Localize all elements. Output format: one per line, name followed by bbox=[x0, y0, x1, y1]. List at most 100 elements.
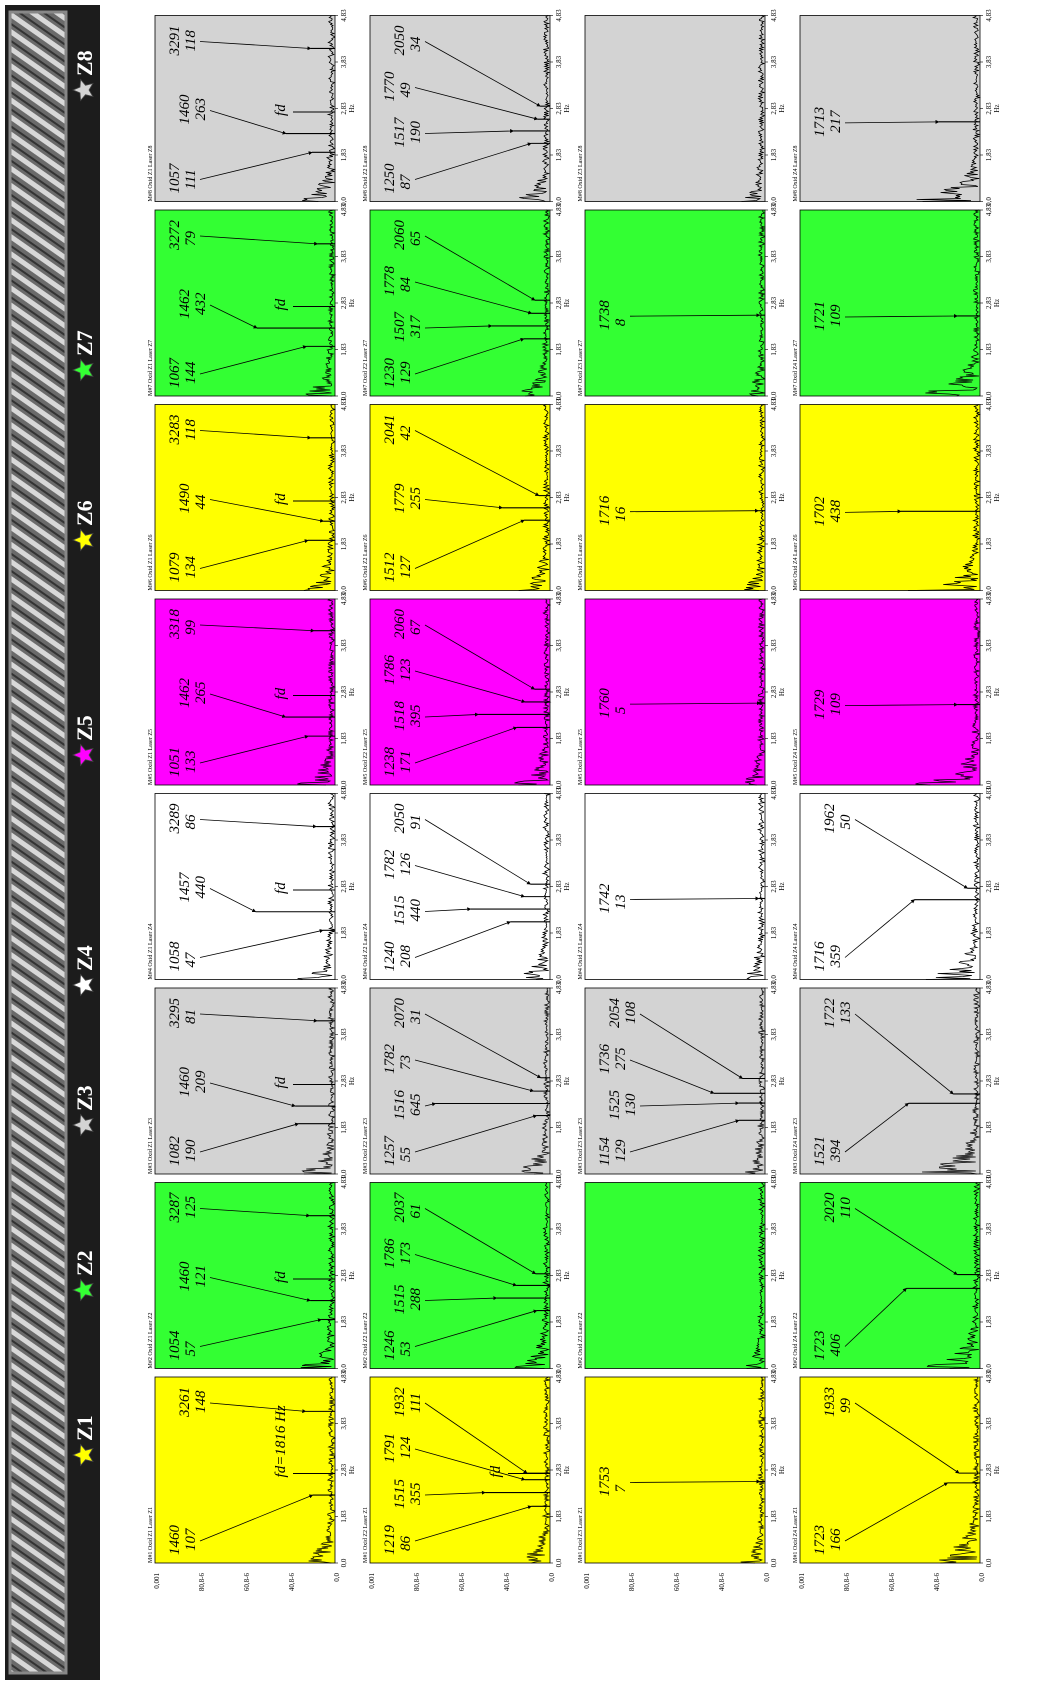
freq-tick-label: 2,83 bbox=[555, 1463, 563, 1476]
peak-amplitude: 44 bbox=[193, 494, 209, 510]
panel-title: M#3 Oxid Z1 Laser Z3 bbox=[148, 1118, 154, 1174]
freq-unit: Hz bbox=[563, 299, 571, 307]
zone-star bbox=[71, 1278, 94, 1302]
peak-amplitude: 263 bbox=[193, 98, 209, 121]
freq-tick-label: 0,0 bbox=[985, 1364, 993, 1373]
peak-frequency: 1515 bbox=[392, 895, 408, 926]
panel-title: M#1 Oxid Z1 Laser Z1 bbox=[148, 1507, 154, 1563]
peak-amplitude: 394 bbox=[828, 1139, 844, 1163]
peak-frequency: 1782 bbox=[382, 1044, 398, 1075]
freq-tick-label: 0,0 bbox=[985, 586, 993, 595]
freq-tick-label: 3,83 bbox=[770, 1028, 778, 1041]
freq-tick-label: 2,83 bbox=[340, 491, 348, 504]
peak-arrow bbox=[414, 87, 539, 121]
spectrum-trace bbox=[915, 598, 981, 786]
amp-tick-label: 0,0 bbox=[333, 1573, 341, 1582]
peak-frequency: 1778 bbox=[382, 266, 398, 297]
peak-frequency: 1729 bbox=[812, 689, 828, 720]
zone-star bbox=[71, 1443, 94, 1467]
spectrum-trace bbox=[925, 209, 981, 397]
freq-unit: Hz bbox=[993, 1466, 1001, 1474]
peak-amplitude: 265 bbox=[193, 681, 209, 704]
peak-amplitude: 440 bbox=[193, 876, 209, 899]
freq-unit: Hz bbox=[563, 1271, 571, 1279]
freq-tick-label: 2,83 bbox=[555, 491, 563, 504]
freq-tick-label: 4,83 bbox=[555, 981, 563, 994]
peak-arrow bbox=[414, 1505, 532, 1542]
peak-arrow bbox=[424, 819, 531, 885]
freq-unit: Hz bbox=[348, 104, 356, 112]
freq-tick-label: 2,83 bbox=[555, 880, 563, 893]
freq-tick-label: 1,83 bbox=[340, 343, 348, 356]
peak-arrow bbox=[199, 929, 324, 958]
freq-tick-label: 1,83 bbox=[555, 1510, 563, 1523]
spectrum-trace bbox=[297, 793, 336, 980]
freq-tick-label: 2,83 bbox=[770, 880, 778, 893]
peak-arrow bbox=[209, 1402, 307, 1414]
amp-tick-label: 0,0 bbox=[548, 1573, 556, 1582]
freq-tick-label: 4,83 bbox=[985, 981, 993, 994]
freq-tick-label: 2,83 bbox=[340, 296, 348, 309]
spectrum-trace bbox=[916, 15, 981, 202]
peak-amplitude: 406 bbox=[828, 1334, 844, 1357]
peak-amplitude: 110 bbox=[838, 1197, 854, 1219]
freq-tick-label: 3,83 bbox=[555, 639, 563, 652]
peak-amplitude: 395 bbox=[408, 704, 424, 728]
peak-frequency: 1525 bbox=[607, 1090, 623, 1121]
peak-arrow bbox=[424, 129, 515, 134]
freq-tick-label: 3,83 bbox=[340, 639, 348, 652]
peak-frequency: 3287 bbox=[167, 1191, 183, 1224]
amp-tick-label: 0,001 bbox=[153, 1573, 161, 1589]
peak-amplitude: 67 bbox=[408, 619, 424, 636]
peak-amplitude: 118 bbox=[183, 30, 199, 52]
freq-tick-label: 1,83 bbox=[985, 1315, 993, 1328]
peak-amplitude: 8 bbox=[613, 318, 629, 326]
peak-frequency: 1462 bbox=[177, 289, 193, 320]
peak-arrow bbox=[639, 1013, 744, 1079]
peak-amplitude: 645 bbox=[408, 1093, 424, 1116]
peak-amplitude: 65 bbox=[408, 231, 424, 247]
spectrum-trace bbox=[300, 1182, 336, 1369]
peak-frequency: 1079 bbox=[167, 552, 183, 583]
freq-unit: Hz bbox=[348, 1271, 356, 1279]
spectrum-trace bbox=[518, 404, 552, 591]
zone-star bbox=[71, 528, 94, 552]
freq-tick-label: 1,83 bbox=[985, 926, 993, 939]
peak-amplitude: 359 bbox=[828, 945, 844, 969]
peak-frequency: 1257 bbox=[382, 1135, 398, 1167]
peak-amplitude: 91 bbox=[408, 815, 424, 830]
freq-unit: Hz bbox=[348, 1077, 356, 1085]
peak-frequency: 1716 bbox=[597, 495, 613, 526]
peak-arrow bbox=[199, 345, 307, 375]
freq-unit: Hz bbox=[563, 882, 571, 890]
peak-frequency: 1515 bbox=[392, 1479, 408, 1510]
peak-frequency: 1760 bbox=[597, 688, 613, 719]
freq-tick-label: 0,0 bbox=[770, 1364, 778, 1373]
peak-arrow bbox=[209, 110, 287, 135]
freq-tick-label: 1,83 bbox=[985, 732, 993, 745]
freq-tick-label: 3,83 bbox=[555, 1417, 563, 1430]
peak-frequency: 1770 bbox=[382, 71, 398, 102]
peak-arrow bbox=[414, 1114, 538, 1153]
peak-arrow bbox=[199, 41, 312, 51]
freq-tick-label: 3,83 bbox=[555, 250, 563, 263]
peak-amplitude: 148 bbox=[193, 1390, 209, 1413]
peak-arrow bbox=[209, 499, 325, 523]
freq-unit: Hz bbox=[348, 493, 356, 501]
peak-frequency: 1051 bbox=[167, 747, 183, 777]
peak-arrow bbox=[414, 726, 518, 764]
freq-tick-label: 4,83 bbox=[555, 1370, 563, 1383]
freq-unit: Hz bbox=[778, 882, 786, 890]
freq-tick-label: 0,0 bbox=[555, 1169, 563, 1178]
peak-frequency: 1058 bbox=[167, 941, 183, 972]
freq-tick-label: 3,83 bbox=[985, 1222, 993, 1235]
spectrum-trace bbox=[521, 209, 551, 397]
freq-tick-label: 3,83 bbox=[555, 1028, 563, 1041]
freq-unit: Hz bbox=[778, 1077, 786, 1085]
panel-title: M#4 Oxid Z3 Laser Z4 bbox=[578, 924, 584, 980]
peak-arrow bbox=[424, 624, 536, 690]
peak-arrow bbox=[844, 509, 902, 514]
peak-amplitude: 126 bbox=[398, 853, 414, 876]
panel-title: M#6 Oxid Z3 Laser Z6 bbox=[578, 535, 584, 591]
peak-frequency: 1932 bbox=[392, 1387, 408, 1418]
